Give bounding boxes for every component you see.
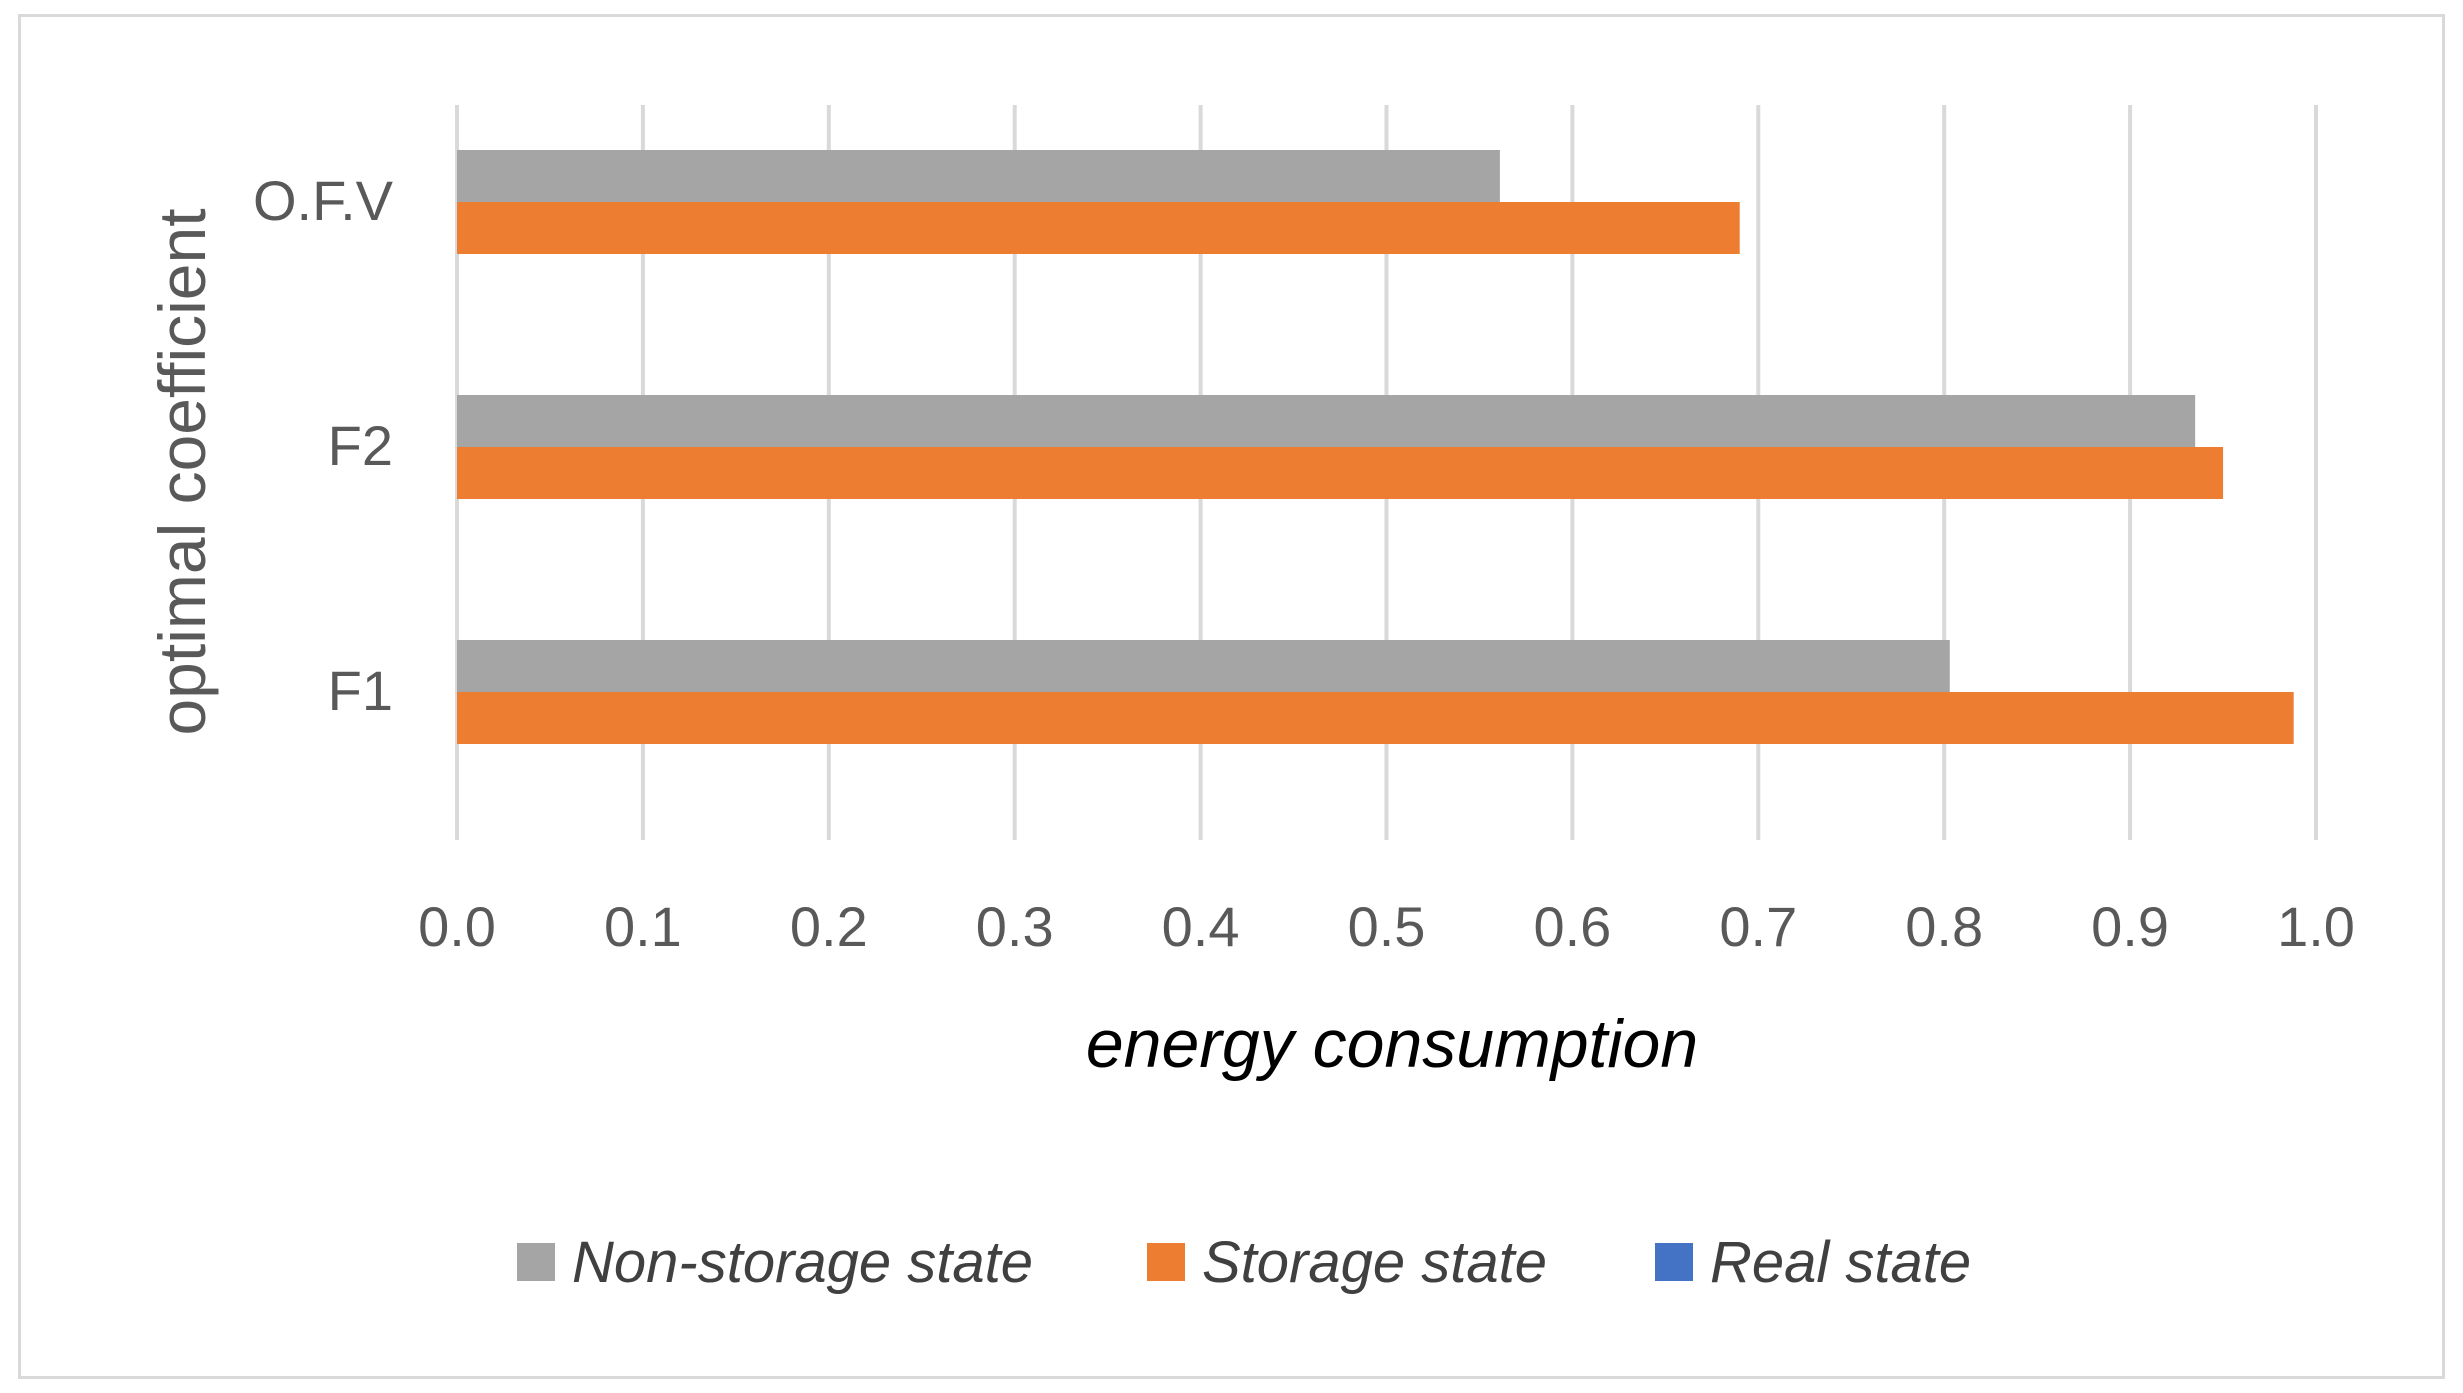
legend: Non-storage state Storage state Real state xyxy=(517,1230,1971,1295)
legend-label: Non-storage state xyxy=(572,1230,1033,1295)
legend-label: Storage state xyxy=(1202,1230,1547,1295)
y-category-label: F2 xyxy=(328,414,393,477)
x-axis-ticks: 0.0 0.1 0.2 0.3 0.4 0.5 0.6 0.7 0.8 0.9 1.0 xyxy=(418,895,2355,958)
legend-label: Real state xyxy=(1710,1230,1971,1295)
bar-non-storage-state-f1 xyxy=(457,640,1950,692)
x-tick-label: 1.0 xyxy=(2277,895,2355,958)
y-axis-categories: F1 F2 O.F.V xyxy=(253,169,394,722)
x-tick-label: 0.9 xyxy=(2091,895,2169,958)
legend-swatch xyxy=(1147,1243,1185,1281)
y-category-label: F1 xyxy=(328,659,393,722)
bars xyxy=(457,150,2294,744)
bar-storage-state-o-f-v xyxy=(457,202,1740,254)
x-tick-label: 0.3 xyxy=(976,895,1054,958)
x-tick-label: 0.7 xyxy=(1719,895,1797,958)
bar-non-storage-state-f2 xyxy=(457,395,2196,447)
legend-swatch xyxy=(1655,1243,1693,1281)
x-tick-label: 0.8 xyxy=(1905,895,1983,958)
x-tick-label: 0.2 xyxy=(790,895,868,958)
bar-storage-state-f1 xyxy=(457,692,2294,744)
y-axis-label: optimal coefficient xyxy=(145,208,219,735)
x-axis-label: energy consumption xyxy=(1086,1006,1698,1082)
bar-non-storage-state-o-f-v xyxy=(457,150,1500,202)
x-tick-label: 0.4 xyxy=(1162,895,1240,958)
y-category-label: O.F.V xyxy=(253,169,394,232)
bar-storage-state-f2 xyxy=(457,447,2224,499)
x-tick-label: 0.6 xyxy=(1533,895,1611,958)
x-tick-label: 0.0 xyxy=(418,895,496,958)
legend-swatch xyxy=(517,1243,555,1281)
x-tick-label: 0.5 xyxy=(1348,895,1426,958)
x-tick-label: 0.1 xyxy=(604,895,682,958)
